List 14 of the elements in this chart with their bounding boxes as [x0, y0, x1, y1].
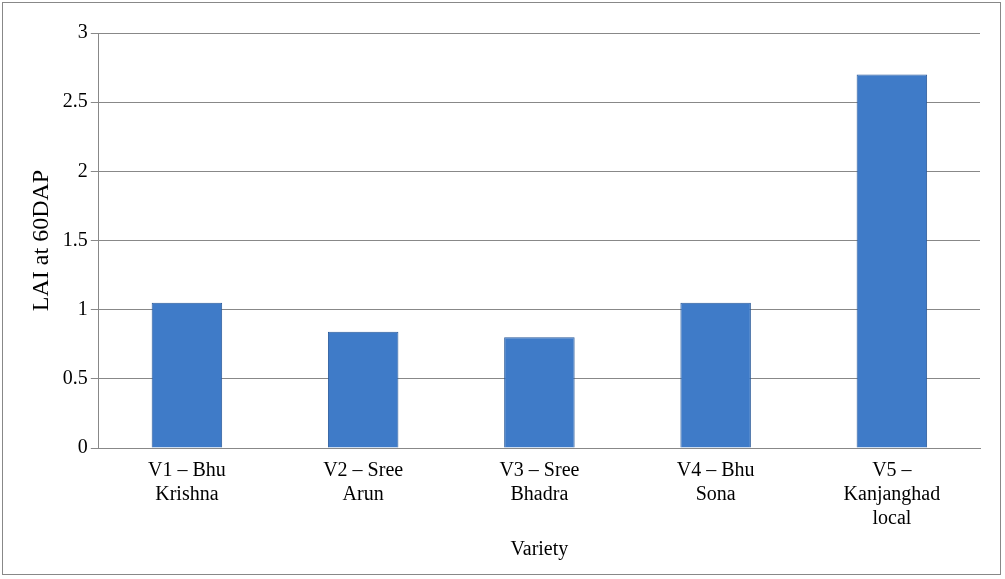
y-axis-title: LAI at 60DAP — [26, 169, 53, 312]
y-tick-label: 1 — [77, 296, 88, 319]
y-tick-label: 1.5 — [62, 227, 88, 250]
x-tick-label: V1 – Bhu Krishna — [148, 458, 226, 505]
x-axis-title: Variety — [510, 537, 569, 561]
y-tick-label: 0.5 — [62, 366, 88, 389]
x-tick-label: V5 – Kanjanghad local — [843, 458, 941, 529]
x-tick-label: V3 – Sree Bhadra — [499, 458, 580, 505]
x-tick-label: V2 – Sree Arun — [323, 458, 404, 505]
y-tick-label: 2.5 — [62, 89, 88, 112]
y-tick-label: 3 — [77, 20, 88, 43]
y-tick-label: 0 — [77, 435, 88, 458]
x-tick-label: V4 – Bhu Sona — [676, 458, 755, 505]
y-tick-label: 2 — [77, 158, 88, 181]
